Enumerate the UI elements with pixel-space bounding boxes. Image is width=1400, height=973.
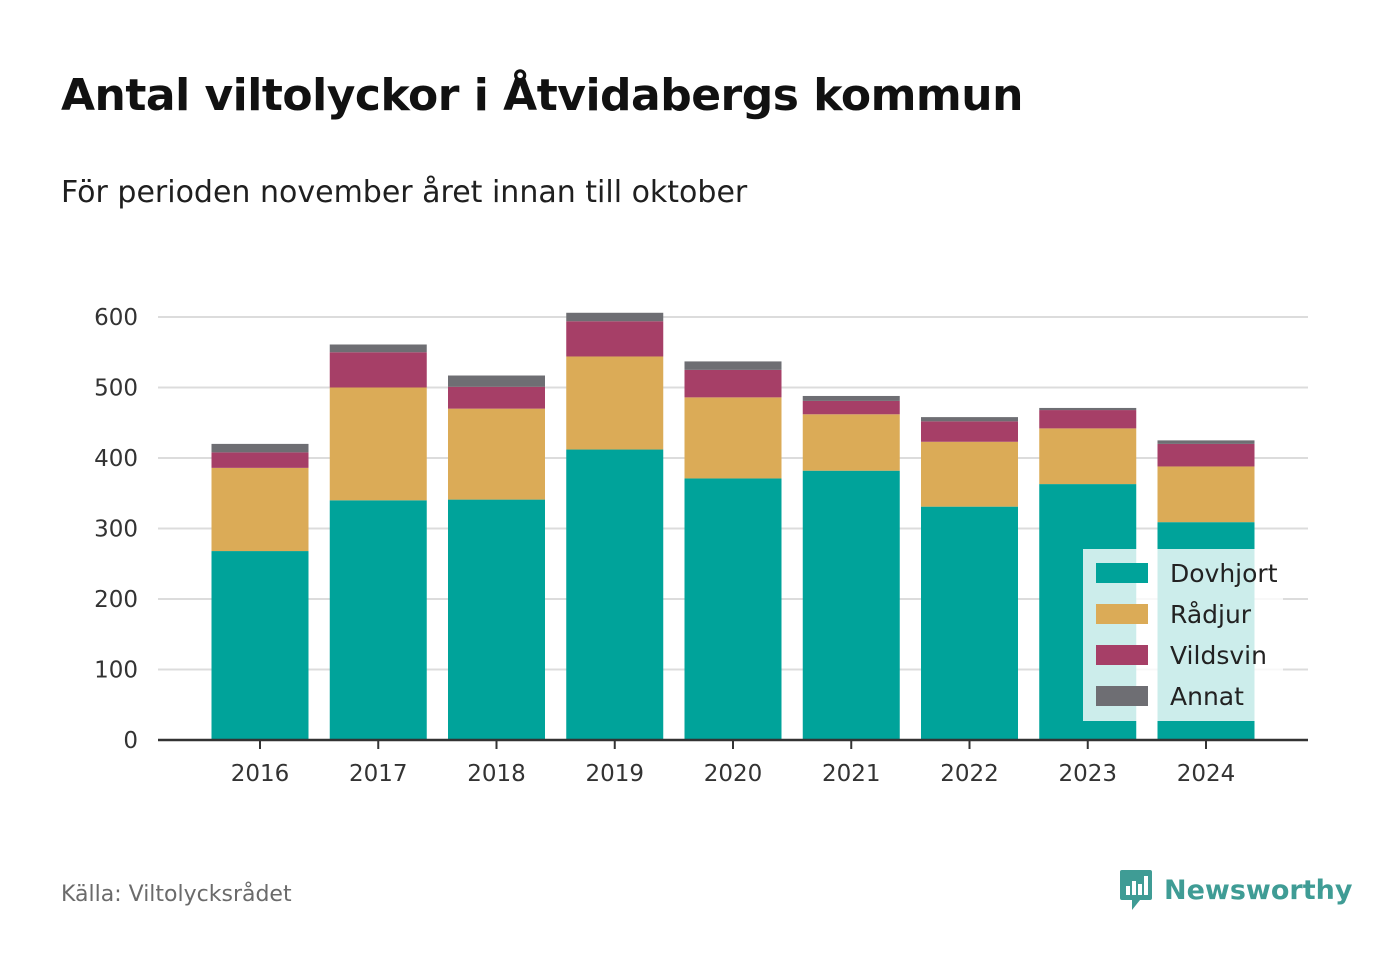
bar-segment-annat-2021 [802,395,900,401]
bar-segment-rådjur-2016 [211,467,309,552]
x-tick-label: 2022 [940,761,999,787]
bar-segment-vildsvin-2017 [329,352,427,388]
bar-segment-rådjur-2020 [684,397,782,479]
bar-segment-annat-2022 [921,417,1018,422]
chart-title: Antal viltolyckor i Åtvidabergs kommun [61,70,1023,121]
bar-segment-vildsvin-2024 [1157,443,1255,467]
bar-segment-rådjur-2022 [921,441,1018,507]
bar-segment-dovhjort-2020 [684,478,782,740]
bar-segment-annat-2018 [448,375,545,387]
x-tick-label: 2020 [704,761,763,787]
legend-swatch-dovhjort [1096,563,1148,583]
legend: Dovhjort Rådjur Vildsvin Annat [1083,549,1283,721]
bar-segment-annat-2023 [1039,407,1137,411]
bar-segment-rådjur-2017 [329,387,427,501]
legend-label-dovhjort: Dovhjort [1170,559,1278,588]
y-tick-label: 200 [94,587,138,613]
bar-segment-annat-2016 [211,443,309,453]
x-tick-label: 2023 [1058,761,1117,787]
bar-segment-vildsvin-2022 [921,421,1018,442]
legend-swatch-vildsvin [1096,645,1148,665]
legend-swatch-annat [1096,686,1148,706]
bar-segment-dovhjort-2018 [448,499,545,740]
x-axis-ticks: 2016 2017 2018 2019 2020 2021 2022 2023 2024 [231,740,1236,787]
bar-segment-dovhjort-2017 [329,500,427,740]
y-tick-label: 300 [94,517,138,543]
y-axis-ticks: 0 100 200 300 400 500 600 [94,305,138,754]
legend-swatch-rådjur [1096,604,1148,624]
source-note: Källa: Viltolycksrådet [61,882,292,907]
legend-label-vildsvin: Vildsvin [1170,641,1267,670]
bar-segment-vildsvin-2023 [1039,410,1137,429]
bar-segment-annat-2017 [329,344,427,353]
y-tick-label: 600 [94,305,138,331]
bar-segment-rådjur-2024 [1157,466,1255,523]
bar-segment-annat-2019 [566,312,664,322]
brand-name: Newsworthy [1164,874,1353,906]
bar-segment-annat-2024 [1157,440,1255,444]
bar-segment-dovhjort-2022 [921,506,1018,740]
legend-label-annat: Annat [1170,682,1244,711]
bar-segment-rådjur-2023 [1039,428,1137,485]
bar-segment-rådjur-2019 [566,356,664,450]
bar-segment-rådjur-2018 [448,408,545,500]
x-tick-label: 2018 [467,761,526,787]
bar-segment-vildsvin-2021 [802,400,900,415]
bar-segment-vildsvin-2019 [566,321,664,357]
bar-segment-rådjur-2021 [802,414,900,471]
bar-segment-dovhjort-2019 [566,449,664,740]
y-tick-label: 0 [123,728,138,754]
bar-segment-vildsvin-2020 [684,369,782,398]
bar-segment-vildsvin-2018 [448,386,545,409]
bar-segment-dovhjort-2021 [802,470,900,740]
bar-segment-dovhjort-2016 [211,551,309,740]
y-tick-label: 100 [94,658,138,684]
y-tick-label: 500 [94,376,138,402]
bar-segment-annat-2020 [684,361,782,370]
x-tick-label: 2019 [585,761,644,787]
x-tick-label: 2021 [822,761,881,787]
chart-subtitle: För perioden november året innan till ok… [61,175,748,210]
bar-segment-vildsvin-2016 [211,452,309,468]
y-tick-label: 400 [94,446,138,472]
x-tick-label: 2016 [231,761,290,787]
legend-label-rådjur: Rådjur [1170,600,1252,629]
newsworthy-logo-icon [1120,870,1152,910]
x-tick-label: 2024 [1177,761,1236,787]
x-tick-label: 2017 [349,761,408,787]
brand-logo: Newsworthy [1118,868,1352,912]
